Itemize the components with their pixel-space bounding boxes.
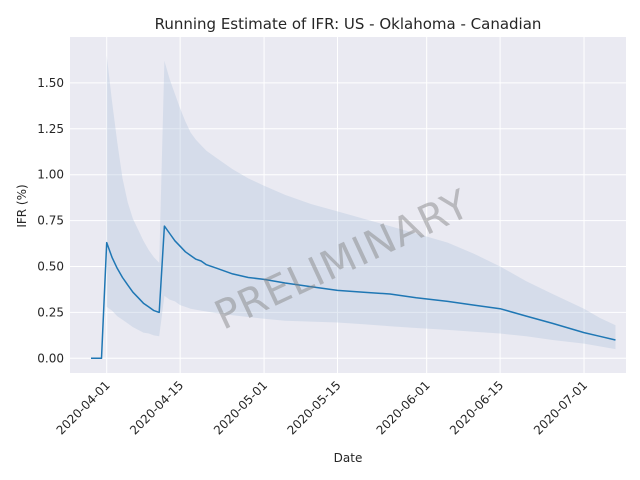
x-tick-label: 2020-07-01 <box>531 378 590 437</box>
plot-background <box>70 37 626 373</box>
ifr-estimate-line <box>91 225 616 360</box>
confidence-band-layer <box>106 55 616 350</box>
chart-title: Running Estimate of IFR: US - Oklahoma -… <box>155 15 542 33</box>
x-tick-label: 2020-05-15 <box>284 378 343 437</box>
y-tick-label: 0.00 <box>37 351 64 365</box>
y-tick-label: 1.50 <box>37 76 64 90</box>
ifr-line-layer <box>91 225 616 360</box>
y-tick-label: 0.25 <box>37 305 64 319</box>
x-axis-label: Date <box>334 451 363 465</box>
y-axis-label: IFR (%) <box>15 184 29 227</box>
confidence-band <box>106 55 616 350</box>
x-tick-label: 2020-04-15 <box>127 378 186 437</box>
x-tick-label: 2020-05-01 <box>211 378 270 437</box>
x-tick-label: 2020-06-15 <box>447 378 506 437</box>
y-tick-label: 0.75 <box>37 214 64 228</box>
y-tick-label: 1.25 <box>37 122 64 136</box>
x-tick-label: 2020-04-01 <box>54 378 113 437</box>
y-tick-labels: 0.00 0.25 0.50 0.75 1.00 1.25 1.50 <box>37 76 64 365</box>
y-tick-label: 1.00 <box>37 168 64 182</box>
x-tick-label: 2020-06-01 <box>374 378 433 437</box>
x-tick-labels: 2020-04-01 2020-04-15 2020-05-01 2020-05-15… <box>54 378 591 437</box>
y-tick-label: 0.50 <box>37 260 64 274</box>
